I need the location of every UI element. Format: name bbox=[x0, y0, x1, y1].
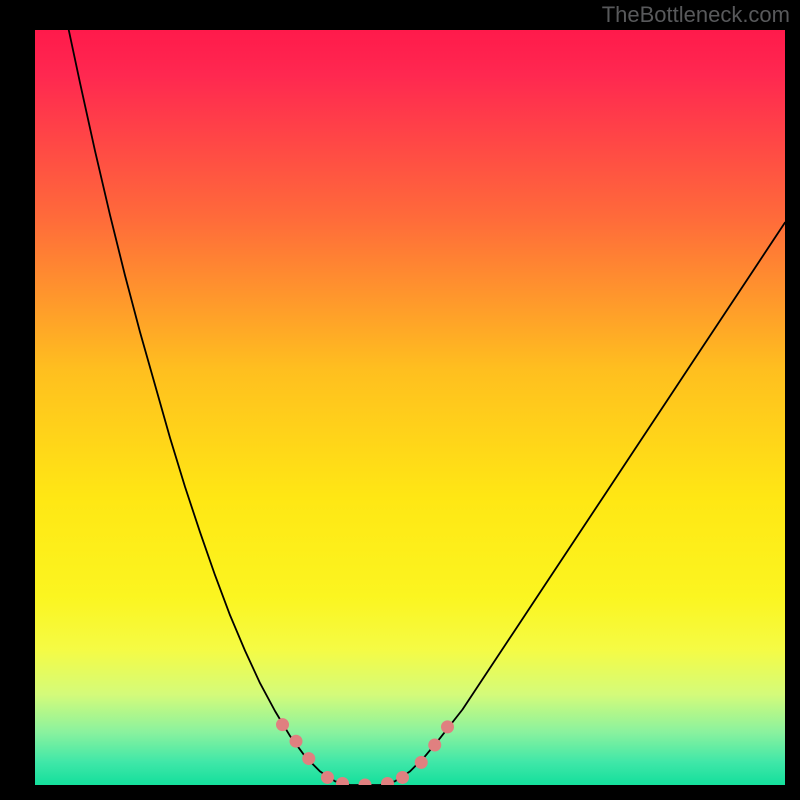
bottleneck-curve bbox=[69, 30, 785, 785]
marker-dot bbox=[359, 779, 372, 786]
marker-dot bbox=[336, 777, 349, 785]
marker-dot bbox=[381, 777, 394, 785]
marker-dot bbox=[428, 738, 441, 751]
curve-layer bbox=[35, 30, 785, 785]
watermark-text: TheBottleneck.com bbox=[602, 2, 790, 28]
marker-dot bbox=[321, 771, 334, 784]
marker-dot bbox=[276, 718, 289, 731]
marker-dot bbox=[415, 756, 428, 769]
marker-dot bbox=[441, 720, 454, 733]
plot-area bbox=[35, 30, 785, 785]
marker-dot bbox=[302, 752, 315, 765]
marker-dot bbox=[290, 735, 303, 748]
marker-dot bbox=[396, 771, 409, 784]
